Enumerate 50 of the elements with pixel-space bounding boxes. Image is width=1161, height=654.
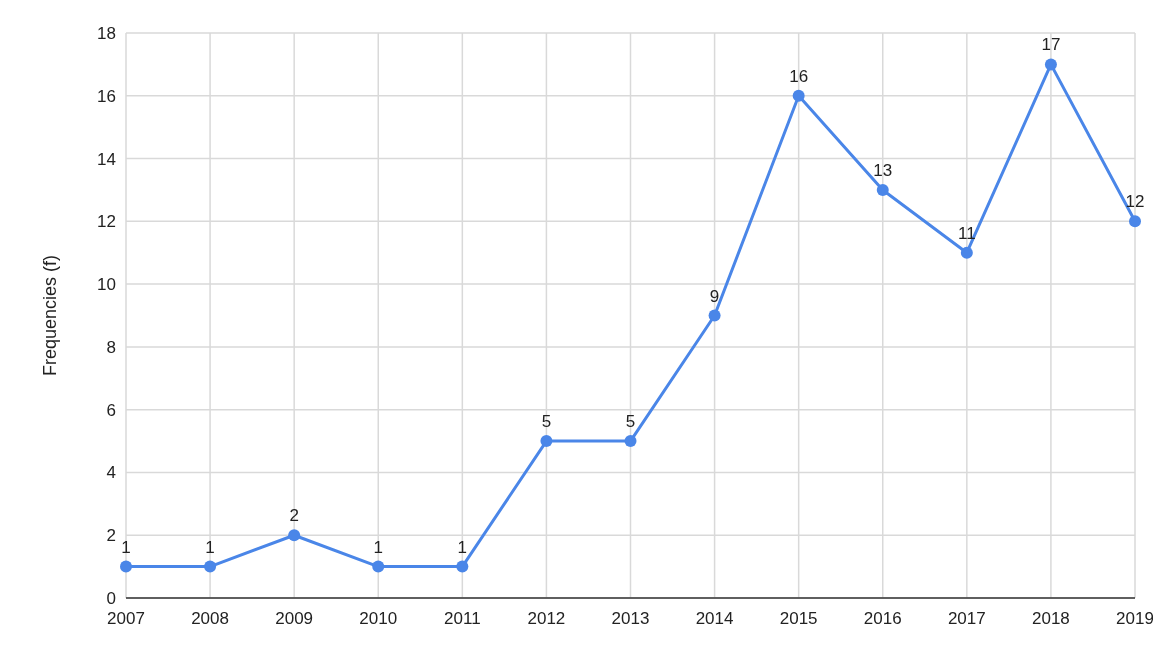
x-tick-label: 2017 [947, 609, 986, 628]
point [1129, 215, 1141, 228]
point [288, 529, 301, 542]
x-tick-label: 2018 [1032, 609, 1070, 628]
data-label: 11 [958, 223, 976, 243]
y-tick-label: 4 [106, 463, 116, 483]
data-label: 1 [121, 537, 131, 557]
y-tick-label: 8 [106, 337, 116, 357]
data-label: 2 [289, 506, 299, 526]
point [540, 435, 553, 448]
x-tick-label: 2012 [527, 609, 566, 628]
x-tick-label: 2015 [779, 609, 818, 628]
data-label: 12 [1125, 192, 1145, 212]
point [204, 560, 217, 573]
y-tick-label: 0 [106, 588, 116, 608]
x-tick-label: 2016 [863, 609, 902, 628]
point [624, 435, 637, 448]
point [456, 560, 469, 573]
point [876, 183, 889, 196]
point [1044, 58, 1057, 71]
y-tick-label: 18 [97, 23, 116, 43]
x-tick-label: 2009 [275, 609, 314, 628]
y-tick-label: 16 [97, 86, 116, 106]
point [792, 89, 805, 102]
y-tick-label: 2 [106, 526, 116, 546]
data-label: 1 [457, 537, 468, 557]
x-tick-label: 2007 [107, 609, 145, 628]
data-label: 13 [873, 160, 893, 180]
data-label: 1 [205, 537, 215, 557]
point [960, 246, 973, 259]
x-tick-label: 2008 [191, 609, 229, 628]
y-axis-title: Frequencies (f) [40, 254, 60, 377]
point [372, 560, 385, 573]
x-tick-label: 2011 [444, 609, 481, 628]
y-tick-label: 12 [97, 212, 116, 232]
data-label: 17 [1041, 35, 1061, 55]
point [120, 560, 132, 573]
data-label: 16 [789, 66, 809, 86]
data-label: 9 [709, 286, 720, 306]
x-tick-label: 2010 [359, 609, 398, 628]
y-tick-label: 14 [97, 149, 116, 169]
data-label: 5 [625, 412, 636, 432]
data-label: 5 [541, 412, 552, 432]
y-tick-label: 6 [106, 400, 116, 420]
x-tick-label: 2014 [695, 609, 734, 628]
y-tick-label: 10 [97, 275, 116, 295]
point [708, 309, 721, 322]
data-label: 1 [373, 537, 383, 557]
x-tick-label: 2013 [611, 609, 650, 628]
x-tick-label: 2019 [1116, 609, 1154, 628]
